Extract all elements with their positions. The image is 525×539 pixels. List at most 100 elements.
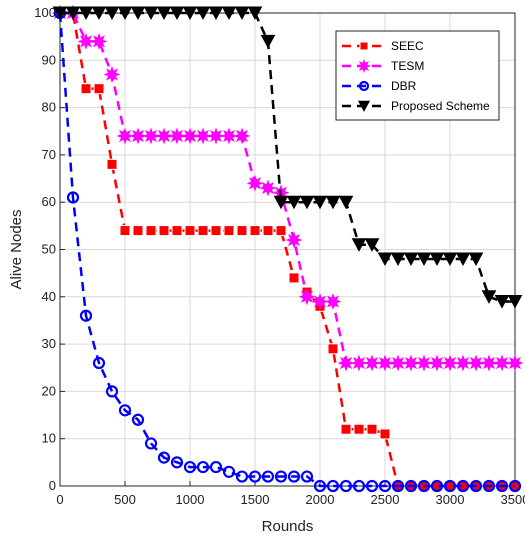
y-tick-label: 70 bbox=[42, 147, 56, 162]
y-tick-label: 100 bbox=[34, 5, 56, 20]
data-point-seec bbox=[340, 423, 352, 435]
data-point-tesm bbox=[142, 127, 160, 145]
data-point-dbr bbox=[118, 404, 132, 417]
data-point-seec bbox=[249, 225, 261, 237]
data-point-proposed-scheme bbox=[104, 6, 120, 21]
data-point-dbr bbox=[326, 479, 340, 493]
data-point-seec bbox=[288, 272, 300, 284]
data-point-dbr bbox=[183, 460, 197, 474]
data-point-dbr bbox=[196, 460, 210, 474]
data-point-tesm bbox=[454, 354, 472, 372]
series-proposed-scheme bbox=[52, 6, 523, 309]
data-point-dbr bbox=[508, 479, 522, 493]
data-point-tesm bbox=[259, 179, 277, 197]
y-tick-label: 90 bbox=[42, 52, 56, 67]
data-point-dbr bbox=[235, 470, 249, 483]
data-point-proposed-scheme bbox=[169, 6, 185, 21]
data-point-proposed-scheme bbox=[234, 6, 250, 21]
data-point-tesm bbox=[103, 65, 121, 83]
data-point-dbr bbox=[365, 479, 379, 493]
y-tick-label: 60 bbox=[42, 194, 56, 209]
data-point-dbr bbox=[469, 479, 483, 493]
data-point-proposed-scheme bbox=[78, 6, 94, 21]
data-point-tesm bbox=[298, 288, 316, 306]
data-point-tesm bbox=[493, 354, 511, 372]
data-point-tesm bbox=[363, 354, 381, 372]
data-point-dbr bbox=[430, 479, 444, 493]
data-point-dbr bbox=[391, 479, 405, 493]
data-point-tesm bbox=[506, 354, 524, 372]
data-point-proposed-scheme bbox=[117, 6, 133, 21]
data-point-proposed-scheme bbox=[156, 6, 172, 21]
data-point-tesm bbox=[181, 127, 199, 145]
y-tick-label: 10 bbox=[42, 431, 56, 446]
data-point-proposed-scheme bbox=[364, 238, 380, 252]
data-point-seec bbox=[275, 225, 287, 237]
data-point-dbr bbox=[274, 470, 288, 483]
x-tick-label: 2000 bbox=[306, 492, 335, 507]
data-point-tesm bbox=[220, 127, 238, 145]
data-point-proposed-scheme bbox=[52, 6, 68, 21]
data-point-dbr bbox=[248, 470, 262, 483]
data-point-dbr bbox=[404, 479, 418, 493]
data-point-proposed-scheme bbox=[91, 6, 107, 21]
data-point-proposed-scheme bbox=[260, 34, 276, 49]
legend-marker-proposed-scheme bbox=[357, 100, 371, 112]
data-point-tesm bbox=[441, 354, 459, 372]
data-point-proposed-scheme bbox=[65, 6, 81, 21]
data-point-tesm bbox=[233, 127, 251, 145]
data-point-tesm bbox=[467, 354, 485, 372]
data-point-dbr bbox=[378, 479, 392, 493]
data-point-tesm bbox=[402, 354, 420, 372]
data-point-dbr bbox=[105, 385, 119, 398]
data-point-seec bbox=[236, 225, 248, 237]
data-point-proposed-scheme bbox=[221, 6, 237, 21]
data-point-seec bbox=[80, 83, 92, 95]
data-point-dbr bbox=[352, 479, 366, 493]
data-point-tesm bbox=[207, 127, 225, 145]
y-tick-label: 20 bbox=[42, 383, 56, 398]
data-point-dbr bbox=[170, 456, 184, 469]
data-point-proposed-scheme bbox=[442, 252, 458, 267]
series-layer bbox=[51, 4, 524, 493]
data-point-tesm bbox=[415, 354, 433, 372]
x-axis-title: Rounds bbox=[262, 518, 314, 535]
data-point-dbr bbox=[313, 479, 327, 493]
data-point-proposed-scheme bbox=[325, 195, 341, 210]
data-point-tesm bbox=[285, 231, 303, 249]
data-point-proposed-scheme bbox=[143, 6, 159, 21]
data-point-tesm bbox=[194, 127, 212, 145]
data-point-proposed-scheme bbox=[286, 195, 302, 210]
x-tick-label: 1000 bbox=[176, 492, 205, 507]
data-point-tesm bbox=[324, 293, 342, 311]
data-point-tesm bbox=[116, 127, 134, 145]
data-point-seec bbox=[327, 343, 339, 355]
data-point-seec bbox=[106, 158, 118, 170]
data-point-dbr bbox=[443, 479, 457, 493]
data-point-proposed-scheme bbox=[390, 252, 406, 267]
data-point-tesm bbox=[129, 127, 147, 145]
data-point-tesm bbox=[480, 354, 498, 372]
data-point-proposed-scheme bbox=[468, 252, 484, 267]
legend-label-dbr: DBR bbox=[391, 79, 417, 93]
data-point-dbr bbox=[92, 356, 106, 370]
data-point-proposed-scheme bbox=[403, 252, 419, 267]
data-point-tesm bbox=[337, 354, 355, 372]
data-point-seec bbox=[93, 83, 105, 95]
series-dbr bbox=[53, 6, 522, 493]
data-point-dbr bbox=[131, 413, 145, 426]
data-point-seec bbox=[353, 423, 365, 435]
data-point-tesm bbox=[311, 293, 329, 311]
data-point-proposed-scheme bbox=[481, 290, 497, 304]
data-point-dbr bbox=[66, 191, 80, 204]
data-point-seec bbox=[119, 225, 131, 237]
y-axis-title: Alive Nodes bbox=[8, 209, 25, 289]
y-tick-label: 40 bbox=[42, 289, 56, 304]
data-point-dbr bbox=[79, 309, 93, 322]
y-tick-label: 50 bbox=[42, 242, 56, 257]
x-tick-label: 3000 bbox=[436, 492, 465, 507]
data-point-seec bbox=[184, 225, 196, 237]
data-point-seec bbox=[145, 225, 157, 237]
